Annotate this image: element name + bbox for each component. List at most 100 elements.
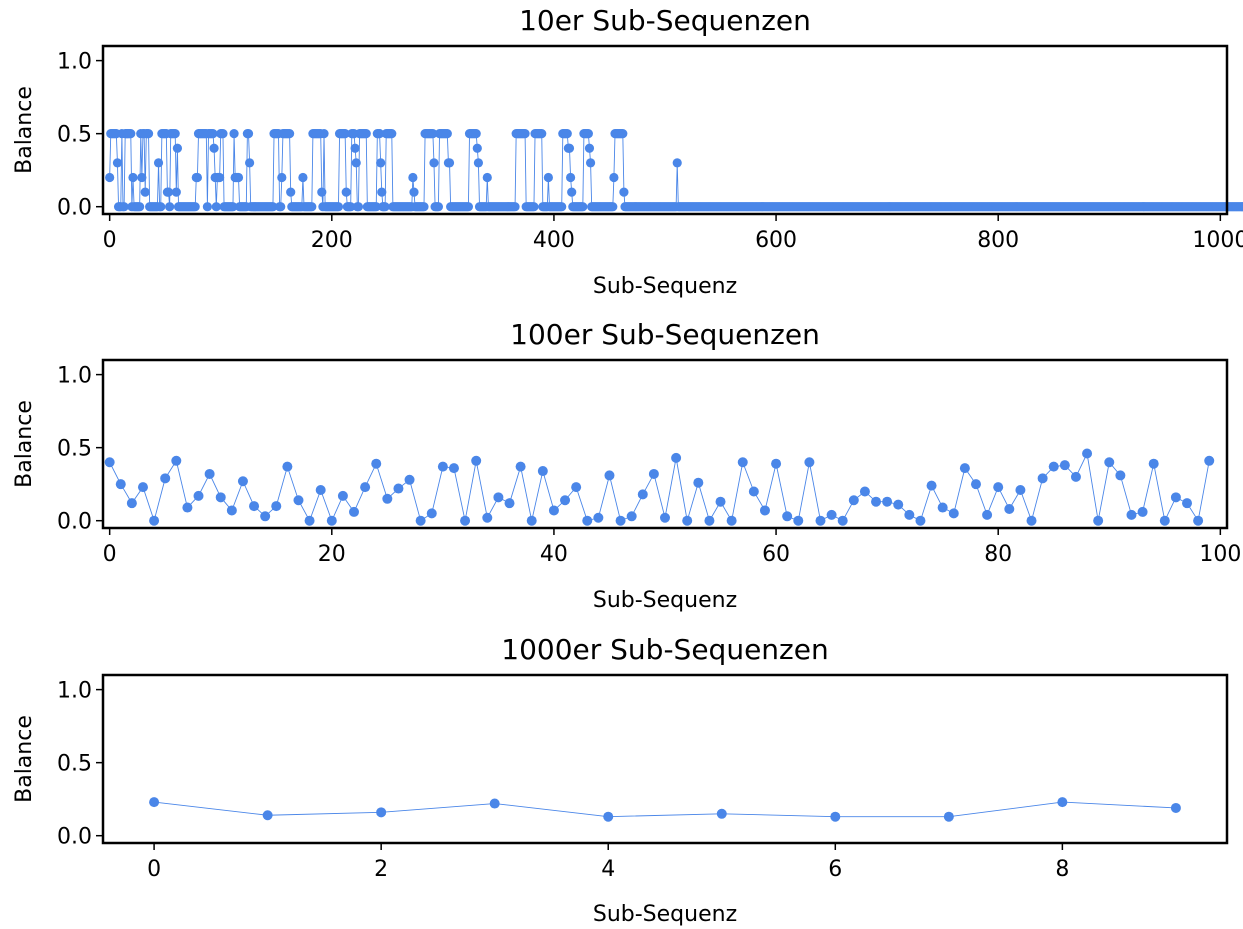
data-point: [193, 490, 204, 501]
data-point: [1048, 461, 1059, 472]
data-point: [361, 129, 371, 139]
data-point: [893, 499, 904, 510]
chart-title: 100er Sub-Sequenzen: [510, 318, 820, 351]
data-point: [298, 172, 308, 183]
data-point: [245, 158, 255, 168]
series-line: [154, 801, 1176, 818]
data-point: [582, 515, 593, 526]
data-point: [585, 158, 596, 168]
x-tick-label: 600: [755, 228, 797, 253]
data-point: [562, 129, 572, 139]
data-point: [105, 172, 115, 183]
data-point: [284, 129, 295, 139]
data-point: [293, 495, 304, 506]
x-tick-label: 40: [540, 542, 568, 567]
data-point: [537, 129, 547, 139]
data-point: [237, 476, 248, 487]
data-point: [1004, 504, 1015, 515]
y-tick-label: 0.5: [57, 752, 92, 777]
data-point: [959, 463, 970, 474]
data-point: [376, 158, 386, 168]
data-point: [1204, 455, 1215, 466]
data-point: [1037, 473, 1048, 484]
x-tick-label: 60: [762, 542, 790, 567]
data-point: [137, 482, 148, 493]
y-tick-label: 1.0: [57, 679, 92, 704]
data-point: [982, 509, 993, 520]
y-tick-label: 0.5: [57, 437, 92, 462]
data-point: [126, 129, 136, 139]
data-point: [156, 202, 166, 212]
data-point: [567, 187, 577, 197]
data-point: [460, 515, 471, 526]
data-point: [543, 172, 553, 183]
data-point: [112, 158, 123, 168]
data-point: [619, 187, 629, 197]
plot-frame: [101, 358, 1229, 530]
data-point: [172, 143, 183, 153]
data-point: [943, 811, 954, 822]
data-point: [268, 202, 278, 212]
data-point: [609, 172, 619, 183]
data-point: [218, 129, 228, 139]
data-point: [353, 202, 364, 212]
data-point: [618, 129, 628, 139]
data-point: [671, 452, 682, 463]
data-point: [165, 202, 175, 212]
data-point: [374, 129, 385, 139]
subplot-1000er: 1000er Sub-Sequenzen Sub-Sequenz Balance 0 2…: [12, 633, 1229, 927]
data-point: [471, 455, 482, 466]
data-point: [1193, 515, 1204, 526]
data-point: [171, 455, 182, 466]
data-point: [604, 470, 615, 481]
data-point: [317, 187, 327, 197]
data-point: [315, 485, 326, 496]
data-point: [565, 172, 576, 183]
data-point: [826, 509, 837, 520]
data-point: [737, 457, 748, 468]
x-tick-label: 6: [828, 857, 842, 882]
data-point: [228, 202, 238, 212]
data-point: [904, 509, 915, 520]
data-point: [260, 511, 271, 522]
data-point: [286, 187, 296, 197]
data-point: [371, 202, 381, 212]
data-point: [1070, 471, 1081, 482]
data-point: [583, 129, 593, 139]
data-point: [249, 501, 260, 512]
x-tick-label: 400: [533, 228, 575, 253]
data-point: [830, 811, 841, 822]
subplot-100er: 100er Sub-Sequenzen Sub-Sequenz Balance 0 20…: [12, 318, 1241, 613]
data-point: [693, 477, 704, 488]
x-axis-label: Sub-Sequenz: [593, 588, 737, 613]
data-point: [493, 492, 504, 503]
data-point: [140, 187, 150, 197]
data-point: [351, 158, 361, 168]
data-point: [882, 496, 893, 507]
data-point: [782, 511, 793, 522]
data-point: [1059, 460, 1070, 471]
data-point: [137, 172, 147, 183]
y-axis-label: Balance: [12, 400, 37, 488]
data-point: [229, 129, 239, 139]
data-point: [304, 515, 315, 526]
data-point: [1170, 802, 1181, 813]
data-point: [170, 129, 180, 139]
y-axis-label: Balance: [12, 715, 37, 803]
y-tick-label: 0.0: [57, 196, 92, 221]
data-point: [276, 202, 286, 212]
subplot-10er: 10er Sub-Sequenzen Sub-Sequenz Balance 0 200…: [12, 4, 1243, 299]
data-point: [660, 512, 670, 523]
data-point: [380, 202, 390, 212]
data-point: [282, 461, 293, 472]
data-point: [515, 461, 526, 472]
data-point: [277, 172, 287, 183]
data-point: [350, 143, 360, 153]
chart-title: 10er Sub-Sequenzen: [519, 4, 811, 37]
data-point: [1015, 485, 1026, 496]
data-point: [593, 512, 604, 523]
x-tick-label: 80: [984, 542, 1012, 567]
y-tick-label: 0.0: [57, 825, 92, 850]
data-point: [463, 202, 474, 212]
x-tick-label: 2: [374, 857, 388, 882]
